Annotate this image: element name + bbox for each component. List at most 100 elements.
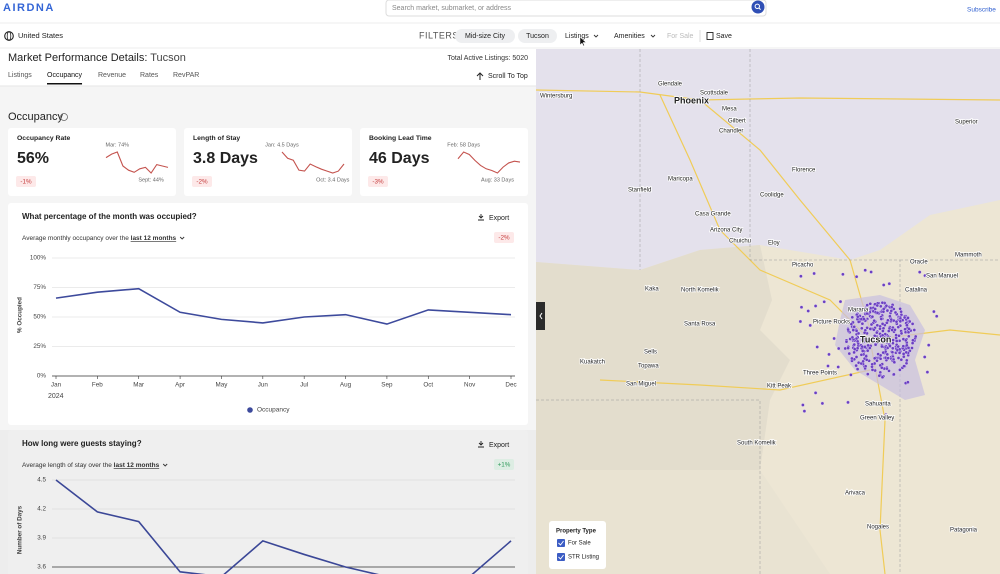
map-place-label: Chandler bbox=[719, 129, 743, 135]
scroll-top-button[interactable]: Scroll To Top bbox=[488, 73, 528, 80]
listing-dot bbox=[846, 400, 850, 405]
tab[interactable]: Listings bbox=[8, 72, 32, 79]
sparkline bbox=[457, 151, 521, 174]
listing-dot bbox=[866, 343, 870, 348]
listing-dot bbox=[901, 352, 906, 356]
tab[interactable]: RevPAR bbox=[173, 72, 199, 79]
listing-dot bbox=[897, 334, 901, 338]
listing-dot bbox=[875, 303, 880, 308]
chart-change: -2% bbox=[498, 235, 510, 242]
change-pill bbox=[494, 459, 514, 470]
listing-dot bbox=[856, 331, 861, 336]
x-year-label: 2024 bbox=[48, 393, 64, 400]
filters-label: FILTERS: bbox=[419, 30, 462, 40]
export-button[interactable]: Export bbox=[489, 215, 509, 222]
x-tick-label: Apr bbox=[175, 382, 185, 389]
listing-dot bbox=[869, 322, 874, 327]
listing-dot bbox=[851, 328, 856, 332]
listing-dot bbox=[917, 270, 922, 274]
checkbox[interactable] bbox=[557, 539, 565, 547]
listing-dot bbox=[860, 344, 864, 349]
market-title: Market Performance Details: Tucson bbox=[8, 52, 186, 64]
listing-dot bbox=[880, 365, 884, 370]
period-dropdown[interactable]: last 12 months bbox=[114, 462, 160, 469]
filter-chip[interactable] bbox=[455, 29, 515, 43]
listing-dot bbox=[846, 346, 850, 350]
listing-dot bbox=[898, 307, 902, 311]
fade-overlay bbox=[0, 430, 536, 574]
checkbox[interactable] bbox=[557, 553, 565, 561]
kpi-card bbox=[8, 128, 176, 196]
listing-dot bbox=[880, 344, 884, 349]
change-pill bbox=[494, 232, 514, 243]
filter-dropdown[interactable]: Listings bbox=[565, 33, 589, 40]
search-button[interactable] bbox=[751, 0, 765, 14]
x-tick-label: Feb bbox=[92, 382, 103, 389]
listing-dot bbox=[934, 314, 939, 318]
listing-dot bbox=[854, 329, 859, 333]
tab[interactable]: Revenue bbox=[98, 72, 126, 79]
listing-dot bbox=[875, 330, 879, 335]
listing-dot bbox=[850, 335, 855, 340]
export-button[interactable]: Export bbox=[489, 442, 509, 449]
sparkline-high: Jan: 4.5 Days bbox=[265, 142, 299, 148]
listing-dot bbox=[906, 346, 911, 350]
y-tick-label: 4.5 bbox=[37, 477, 46, 484]
period-dropdown[interactable]: last 12 months bbox=[131, 235, 177, 242]
listing-dot bbox=[902, 364, 906, 368]
listing-dot bbox=[879, 317, 884, 321]
listing-dot bbox=[880, 375, 885, 379]
listing-dot bbox=[922, 355, 927, 359]
x-tick-label: Jun bbox=[258, 382, 269, 389]
country[interactable]: United States bbox=[18, 31, 63, 40]
listing-dot bbox=[892, 372, 896, 377]
listing-dot bbox=[852, 350, 856, 355]
listing-dot bbox=[869, 270, 873, 274]
listing-dot bbox=[899, 331, 904, 336]
listing-dot bbox=[822, 300, 826, 304]
listing-dot bbox=[850, 356, 854, 361]
listing-dot bbox=[854, 355, 859, 359]
listing-dot bbox=[897, 347, 902, 352]
listing-dot bbox=[910, 341, 915, 345]
chart-subtitle: Average monthly occupancy over the last … bbox=[22, 235, 177, 242]
listing-dot bbox=[905, 343, 909, 348]
listing-dot bbox=[901, 344, 906, 348]
filter-chip-label: Tucson bbox=[526, 33, 549, 40]
listing-dot bbox=[894, 339, 899, 343]
listing-dot bbox=[881, 309, 886, 314]
listing-dot bbox=[852, 342, 857, 347]
y-tick-label: 4.2 bbox=[37, 506, 46, 513]
filter-chip[interactable] bbox=[518, 29, 557, 43]
y-axis-label: Number of Days bbox=[17, 505, 24, 554]
download-icon bbox=[478, 441, 484, 448]
listing-dot bbox=[826, 364, 830, 368]
listing-dot bbox=[860, 338, 864, 342]
listing-dot bbox=[898, 368, 902, 372]
listing-dot bbox=[838, 299, 843, 304]
listing-dot bbox=[870, 314, 875, 319]
subscribe-link[interactable]: Subscribe bbox=[967, 7, 996, 14]
chevron-icon bbox=[593, 34, 599, 38]
tab[interactable]: Rates bbox=[140, 72, 159, 79]
listing-dot bbox=[925, 370, 930, 374]
check-icon bbox=[558, 554, 564, 560]
map-place-label: Florence bbox=[792, 168, 816, 174]
search-box[interactable] bbox=[385, 0, 767, 17]
listing-dot bbox=[881, 283, 886, 287]
save-button[interactable]: Save bbox=[716, 33, 732, 40]
listing-dot bbox=[910, 346, 914, 350]
filter-dropdown[interactable]: Amenities bbox=[614, 33, 645, 40]
y-tick-label: 3.6 bbox=[37, 564, 46, 571]
listing-dot bbox=[904, 361, 909, 366]
map-place-label: Casa Grande bbox=[695, 212, 731, 218]
listing-dot bbox=[812, 271, 816, 276]
listing-dot bbox=[912, 328, 917, 332]
listing-dot bbox=[849, 373, 853, 377]
listing-dot bbox=[884, 304, 889, 308]
listing-dot bbox=[872, 327, 876, 332]
listing-dot bbox=[884, 413, 888, 417]
listing-dot bbox=[893, 328, 897, 332]
tab[interactable]: Occupancy bbox=[47, 72, 83, 79]
